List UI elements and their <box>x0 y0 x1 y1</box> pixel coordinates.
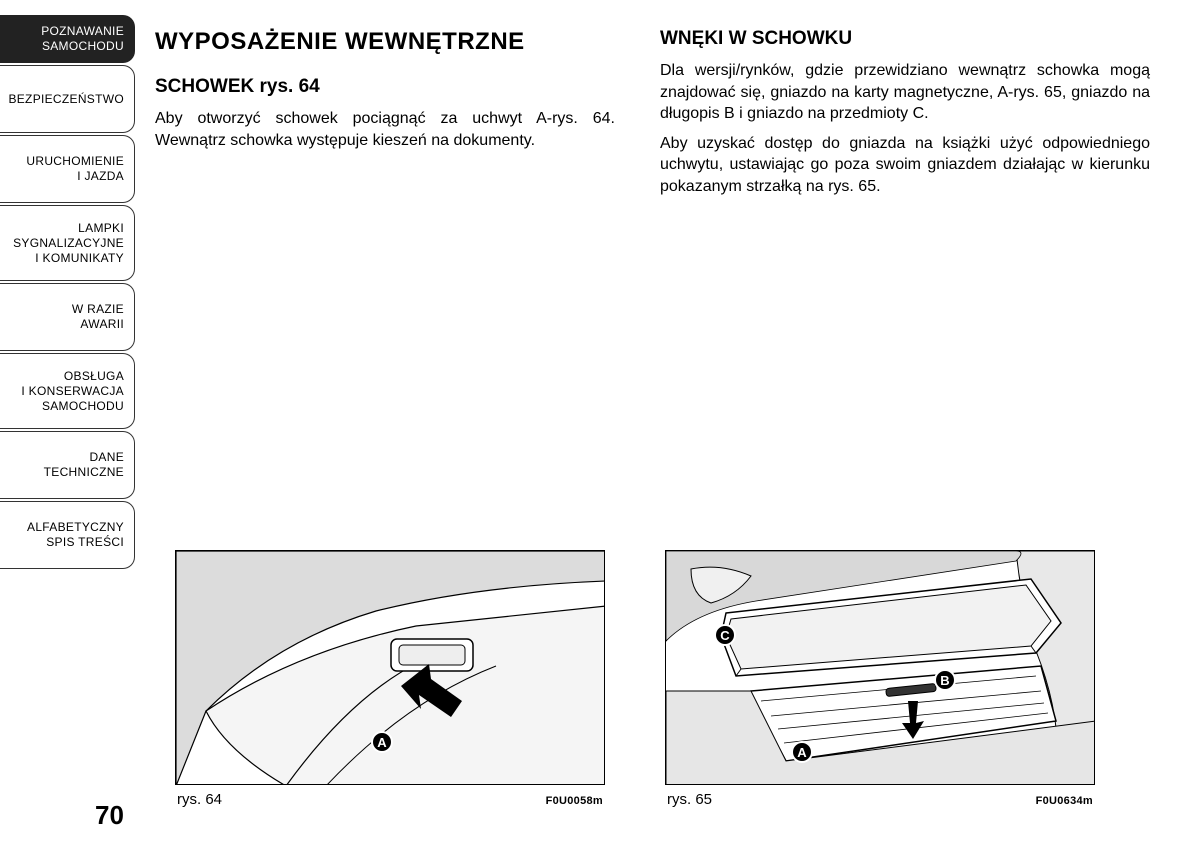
label-a-marker: A <box>791 741 813 763</box>
figure-65: C B A <box>665 550 1095 785</box>
subtitle: SCHOWEK rys. 64 <box>155 76 615 98</box>
tab-label: SYGNALIZACYJNE <box>13 236 124 251</box>
tab-label: LAMPKI <box>78 221 124 236</box>
tab-label: I KONSERWACJA <box>21 384 124 399</box>
tab-label: BEZPIECZEŃSTWO <box>8 92 124 107</box>
figure-code: F0U0634m <box>1036 795 1093 807</box>
tab-label: OBSŁUGA <box>64 369 124 384</box>
body-paragraph: Aby uzyskać dostęp do gniazda na książki… <box>660 133 1150 198</box>
main-content: WYPOSAŻENIE WEWNĘTRZNE SCHOWEK rys. 64 A… <box>155 28 1175 206</box>
tab-label: W RAZIE <box>72 302 124 317</box>
tab-label: TECHNICZNE <box>44 465 124 480</box>
tab-bezpieczenstwo[interactable]: BEZPIECZEŃSTWO <box>0 65 135 133</box>
tab-label: DANE <box>89 450 124 465</box>
tab-dane[interactable]: DANE TECHNICZNE <box>0 431 135 499</box>
tab-label: SAMOCHODU <box>42 39 124 54</box>
tab-poznawanie-samochodu[interactable]: POZNAWANIE SAMOCHODU <box>0 15 135 63</box>
label-a-marker: A <box>371 731 393 753</box>
label-c-marker: C <box>714 624 736 646</box>
tab-label: AWARII <box>80 317 124 332</box>
label-a-text: A <box>377 735 386 750</box>
figure-caption: rys. 65 <box>667 791 712 808</box>
tab-awaria[interactable]: W RAZIE AWARII <box>0 283 135 351</box>
label-b-marker: B <box>934 669 956 691</box>
figure-64-illustration <box>176 551 605 785</box>
sidebar-nav: POZNAWANIE SAMOCHODU BEZPIECZEŃSTWO URUC… <box>0 15 135 571</box>
tab-lampki[interactable]: LAMPKI SYGNALIZACYJNE I KOMUNIKATY <box>0 205 135 281</box>
tab-label: POZNAWANIE <box>41 24 124 39</box>
tab-label: ALFABETYCZNY <box>27 520 124 535</box>
tab-label: URUCHOMIENIE <box>26 154 124 169</box>
label-b-text: B <box>940 673 949 688</box>
tab-spis[interactable]: ALFABETYCZNY SPIS TREŚCI <box>0 501 135 569</box>
figure-65-wrapper: C B A rys. 65 F0U0634m <box>665 550 1095 808</box>
tab-uruchomienie[interactable]: URUCHOMIENIE I JAZDA <box>0 135 135 203</box>
figure-64-wrapper: A rys. 64 F0U0058m <box>175 550 605 808</box>
section-title: WNĘKI W SCHOWKU <box>660 28 1150 50</box>
column-right: WNĘKI W SCHOWKU Dla wersji/rynków, gdzie… <box>660 28 1150 206</box>
tab-label: I KOMUNIKATY <box>35 251 124 266</box>
page-number: 70 <box>95 800 124 831</box>
tab-label: SAMOCHODU <box>42 399 124 414</box>
figure-65-illustration <box>666 551 1095 785</box>
column-left: WYPOSAŻENIE WEWNĘTRZNE SCHOWEK rys. 64 A… <box>155 28 615 206</box>
figure-caption: rys. 64 <box>177 791 222 808</box>
label-a-text: A <box>797 745 806 760</box>
figure-code: F0U0058m <box>546 795 603 807</box>
body-paragraph: Aby otworzyć schowek pociągnąć za uchwyt… <box>155 108 615 151</box>
tab-obsluga[interactable]: OBSŁUGA I KONSERWACJA SAMOCHODU <box>0 353 135 429</box>
tab-label: I JAZDA <box>77 169 124 184</box>
label-c-text: C <box>720 628 729 643</box>
body-paragraph: Dla wersji/rynków, gdzie przewidziano we… <box>660 60 1150 125</box>
figure-64: A <box>175 550 605 785</box>
tab-label: SPIS TREŚCI <box>46 535 124 550</box>
main-title: WYPOSAŻENIE WEWNĘTRZNE <box>155 28 615 56</box>
